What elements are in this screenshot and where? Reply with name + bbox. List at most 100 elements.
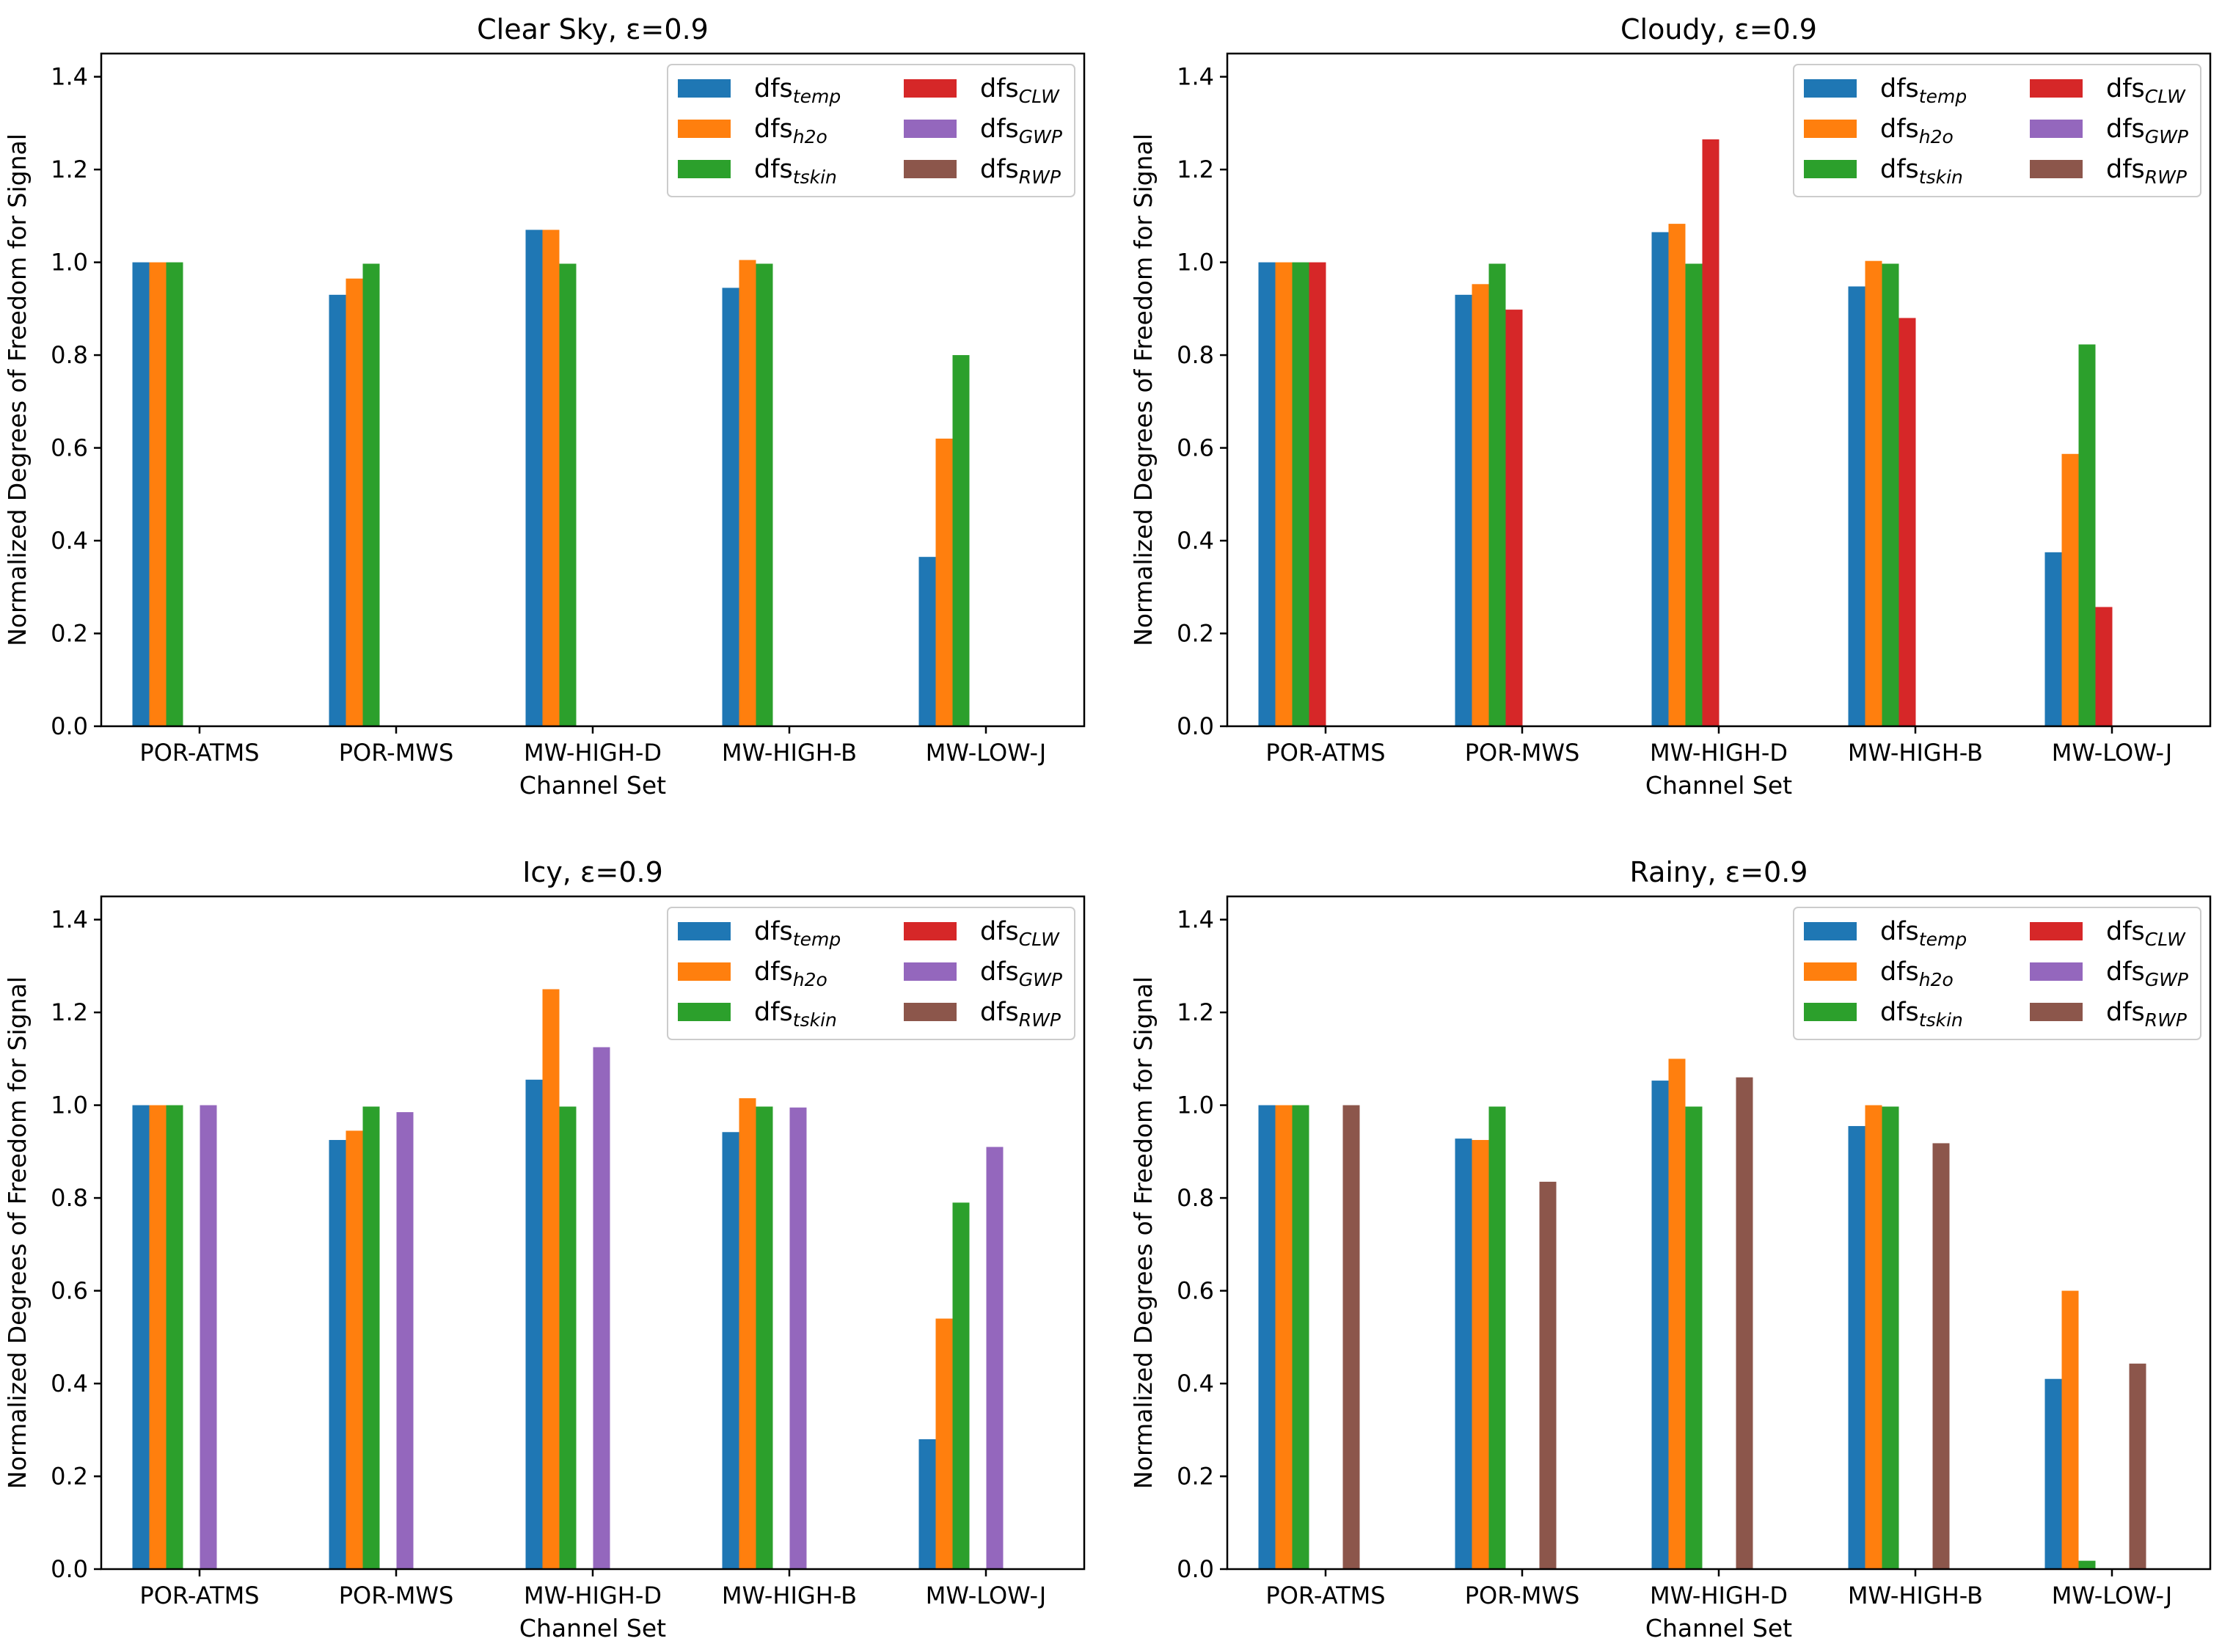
y-tick-label: 1.0 xyxy=(51,1092,88,1119)
legend-entry-h2o: dfsh2o xyxy=(1880,957,1954,990)
x-tick-label: MW-LOW-J xyxy=(926,1582,1046,1609)
bar-h2o-3 xyxy=(1865,1105,1882,1569)
x-tick-label: MW-HIGH-B xyxy=(1848,739,1983,767)
x-tick-label: MW-HIGH-D xyxy=(524,739,662,767)
bar-h2o-0 xyxy=(149,262,167,727)
legend-swatch-temp xyxy=(1804,79,1857,98)
legend: dfstemp dfsh2o dfstskin dfsCLW dfsGWP dfsRWP xyxy=(667,907,1075,1040)
legend-box xyxy=(667,907,1075,1040)
legend-swatch-RWP xyxy=(2030,1003,2083,1021)
legend-swatch-GWP xyxy=(2030,120,2083,138)
x-axis-label: Channel Set xyxy=(519,771,666,800)
chart-title: Icy, ε=0.9 xyxy=(522,856,663,888)
bar-tskin-1 xyxy=(362,263,380,726)
legend-entry-GWP: dfsGWP xyxy=(980,114,1063,147)
x-tick-label: POR-ATMS xyxy=(1265,739,1385,767)
bar-h2o-4 xyxy=(2061,453,2079,726)
legend-swatch-RWP xyxy=(904,160,957,178)
bar-CLW-3 xyxy=(1898,318,1916,727)
x-tick-label: MW-LOW-J xyxy=(2052,739,2172,767)
legend-swatch-GWP xyxy=(904,120,957,138)
legend-swatch-RWP xyxy=(2030,160,2083,178)
bar-h2o-0 xyxy=(1275,262,1293,727)
legend-entry-RWP: dfsRWP xyxy=(980,155,1061,188)
y-tick-label: 0.2 xyxy=(1177,1463,1214,1491)
bar-temp-0 xyxy=(132,1105,150,1569)
bar-temp-1 xyxy=(329,294,346,726)
bar-temp-3 xyxy=(722,288,739,726)
y-tick-label: 0.2 xyxy=(51,620,88,648)
bar-RWP-0 xyxy=(1342,1105,1360,1569)
bar-temp-2 xyxy=(1651,232,1669,726)
bar-tskin-0 xyxy=(1292,262,1309,727)
legend-entry-temp: dfstemp xyxy=(1880,74,1967,107)
legend-entry-h2o: dfsh2o xyxy=(754,114,827,147)
legend-swatch-GWP xyxy=(904,962,957,981)
bar-tskin-3 xyxy=(1882,1106,1899,1569)
bar-tskin-2 xyxy=(1685,263,1703,726)
legend-swatch-tskin xyxy=(678,160,731,178)
y-tick-label: 0.8 xyxy=(51,341,88,369)
legend-swatch-CLW xyxy=(2030,79,2083,98)
x-tick-label: POR-MWS xyxy=(339,739,454,767)
legend-swatch-h2o xyxy=(678,962,731,981)
bar-temp-3 xyxy=(1848,286,1865,727)
y-tick-label: 0.0 xyxy=(51,712,88,740)
y-tick-label: 0.4 xyxy=(1177,527,1214,555)
bar-GWP-4 xyxy=(986,1147,1004,1569)
bar-tskin-1 xyxy=(362,1106,380,1569)
bar-CLW-2 xyxy=(1702,139,1720,726)
legend-entry-CLW: dfsCLW xyxy=(980,74,1060,107)
y-tick-label: 0.6 xyxy=(1177,434,1214,462)
bar-CLW-4 xyxy=(2095,607,2113,726)
bar-h2o-1 xyxy=(1472,1140,1489,1569)
bar-tskin-2 xyxy=(559,1106,577,1569)
bar-temp-2 xyxy=(525,1079,543,1569)
y-tick-label: 0.0 xyxy=(1177,712,1214,740)
y-axis-label: Normalized Degrees of Freedom for Signal xyxy=(3,134,32,646)
chart-title: Rainy, ε=0.9 xyxy=(1630,856,1808,888)
chart-panel-1: 0.0 0.2 0.4 0.6 0.8 1.0 1.2 1.4 POR-ATMS POR-MWS M… xyxy=(1129,13,2212,800)
legend: dfstemp dfsh2o dfstskin dfsCLW dfsGWP dfsRWP xyxy=(667,64,1075,197)
y-tick-label: 0.4 xyxy=(1177,1370,1214,1397)
bar-h2o-1 xyxy=(346,1130,363,1569)
bar-temp-4 xyxy=(918,1439,936,1569)
bar-tskin-3 xyxy=(756,263,773,726)
chart-panel-2: 0.0 0.2 0.4 0.6 0.8 1.0 1.2 1.4 POR-ATMS POR-MWS M… xyxy=(3,856,1086,1642)
bar-h2o-2 xyxy=(1668,1059,1686,1569)
legend-entry-tskin: dfstskin xyxy=(1880,998,1963,1031)
bar-CLW-0 xyxy=(1309,262,1326,727)
legend-entry-RWP: dfsRWP xyxy=(2106,155,2188,188)
chart-title: Clear Sky, ε=0.9 xyxy=(477,13,709,45)
x-tick-label: MW-HIGH-D xyxy=(1650,1582,1788,1609)
legend: dfstemp dfsh2o dfstskin dfsCLW dfsGWP dfsRWP xyxy=(1793,907,2201,1040)
bar-temp-1 xyxy=(329,1140,346,1569)
y-tick-label: 1.0 xyxy=(51,249,88,277)
x-tick-label: MW-LOW-J xyxy=(926,739,1046,767)
legend-box xyxy=(667,64,1075,197)
y-tick-label: 1.4 xyxy=(1177,63,1214,91)
y-axis-label: Normalized Degrees of Freedom for Signal xyxy=(1129,134,1158,646)
bar-h2o-4 xyxy=(2061,1290,2079,1569)
legend-swatch-temp xyxy=(678,79,731,98)
legend-entry-CLW: dfsCLW xyxy=(980,917,1060,950)
legend-entry-RWP: dfsRWP xyxy=(2106,998,2188,1031)
legend-swatch-CLW xyxy=(904,79,957,98)
x-tick-label: MW-HIGH-D xyxy=(524,1582,662,1609)
bar-h2o-2 xyxy=(542,989,560,1569)
y-tick-label: 1.2 xyxy=(1177,156,1214,183)
chart-title: Cloudy, ε=0.9 xyxy=(1620,13,1817,45)
y-tick-label: 0.0 xyxy=(51,1555,88,1583)
bar-temp-1 xyxy=(1455,1139,1472,1569)
bar-tskin-0 xyxy=(166,1105,183,1569)
legend-swatch-CLW xyxy=(2030,922,2083,940)
bar-tskin-2 xyxy=(559,263,577,726)
bar-h2o-0 xyxy=(149,1105,167,1569)
y-tick-label: 0.6 xyxy=(51,434,88,462)
bar-tskin-0 xyxy=(1292,1105,1309,1569)
legend-swatch-RWP xyxy=(904,1003,957,1021)
bar-h2o-2 xyxy=(542,230,560,726)
bar-tskin-4 xyxy=(952,355,970,726)
legend-entry-tskin: dfstskin xyxy=(1880,155,1963,188)
